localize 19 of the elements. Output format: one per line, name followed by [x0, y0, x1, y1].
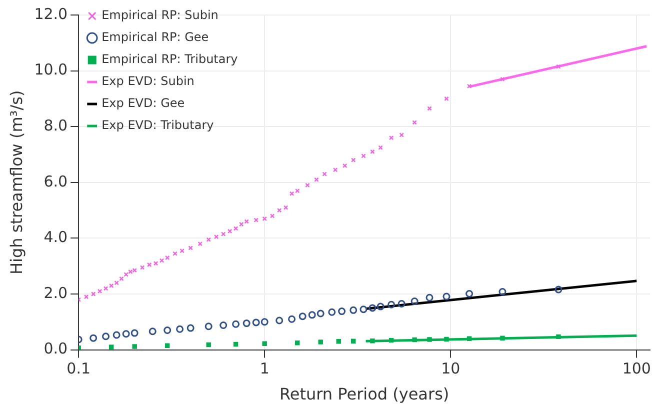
x-tick-label: 10 — [441, 360, 460, 378]
x-axis-title: Return Period (years) — [279, 384, 450, 404]
legend-label: Exp EVD: Subin — [102, 74, 194, 88]
legend-label: Empirical RP: Subin — [102, 8, 218, 22]
y-tick-label: 2.0 — [44, 284, 68, 302]
legend-label: Exp EVD: Gee — [102, 96, 185, 110]
y-tick-label: 10.0 — [34, 60, 68, 79]
y-tick-label: 4.0 — [44, 228, 68, 246]
legend-label: Empirical RP: Gee — [102, 30, 209, 44]
y-axis-title: High streamflow (m³/s) — [6, 90, 26, 274]
y-tick-label: 8.0 — [44, 116, 68, 134]
legend-label: Exp EVD: Tributary — [102, 118, 214, 132]
y-tick-label: 0.0 — [44, 340, 68, 358]
legend-label: Empirical RP: Tributary — [102, 52, 238, 66]
y-tick-label: 6.0 — [44, 172, 68, 190]
x-tick-label: 100 — [622, 360, 651, 378]
y-tick-label: 12.0 — [34, 4, 68, 23]
x-tick-label: 0.1 — [66, 360, 91, 378]
x-tick-label: 1 — [260, 360, 270, 378]
